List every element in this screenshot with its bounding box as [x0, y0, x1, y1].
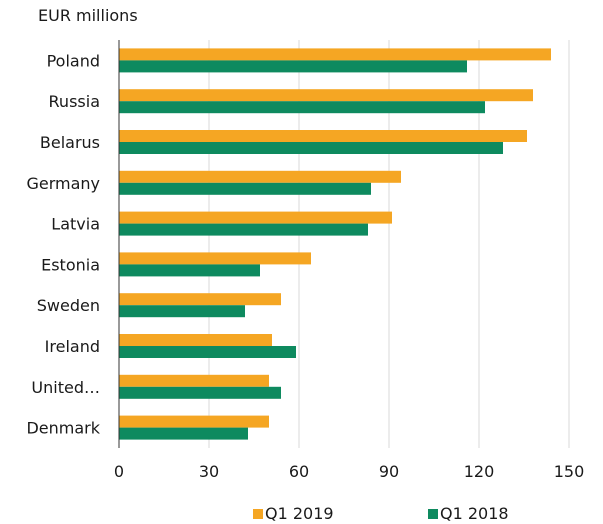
bar-poland-q1-2019 [119, 48, 551, 61]
bar-denmark-q1-2019 [119, 415, 269, 428]
bar-sweden-q1-2018 [119, 305, 245, 318]
bar-belarus-q1-2019 [119, 130, 527, 142]
category-label: Russia [49, 92, 100, 111]
x-tick-label: 30 [199, 462, 219, 481]
bars [119, 48, 551, 440]
category-label: Belarus [40, 133, 100, 152]
bar-united-q1-2019 [119, 374, 269, 387]
category-label: Latvia [51, 215, 100, 234]
bar-ireland-q1-2019 [119, 334, 272, 346]
category-label: United… [31, 378, 100, 397]
x-tick-label: 60 [289, 462, 309, 481]
x-tick-label: 120 [464, 462, 495, 481]
x-tick-label: 150 [554, 462, 585, 481]
unit-label: EUR millions [38, 6, 138, 25]
bar-russia-q1-2018 [119, 101, 485, 114]
bar-russia-q1-2019 [119, 89, 533, 102]
legend: Q1 2019 Q1 2018 [253, 504, 509, 523]
x-tick-label: 90 [379, 462, 399, 481]
bar-denmark-q1-2018 [119, 427, 248, 440]
bar-latvia-q1-2018 [119, 223, 368, 236]
x-tick-labels: 0 30 60 90 120 150 [114, 462, 584, 481]
bar-ireland-q1-2018 [119, 346, 296, 358]
bar-estonia-q1-2019 [119, 252, 311, 265]
legend-swatch [253, 509, 263, 519]
bar-united-q1-2018 [119, 386, 281, 399]
category-label: Estonia [41, 255, 100, 274]
legend-label: Q1 2018 [440, 504, 509, 523]
category-labels: Poland Russia Belarus Germany Latvia Estonia S… [26, 51, 100, 437]
bar-poland-q1-2018 [119, 60, 467, 73]
bar-sweden-q1-2019 [119, 293, 281, 306]
category-label: Germany [26, 174, 100, 193]
bar-latvia-q1-2019 [119, 211, 392, 224]
legend-swatch [428, 509, 438, 519]
category-label: Poland [47, 51, 100, 70]
x-tick-label: 0 [114, 462, 124, 481]
legend-label: Q1 2019 [265, 504, 334, 523]
bar-germany-q1-2018 [119, 182, 371, 195]
category-label: Ireland [45, 337, 100, 356]
bar-germany-q1-2019 [119, 170, 401, 183]
category-label: Denmark [26, 419, 100, 438]
bar-estonia-q1-2018 [119, 264, 260, 277]
category-label: Sweden [37, 296, 100, 315]
bar-belarus-q1-2018 [119, 142, 503, 154]
